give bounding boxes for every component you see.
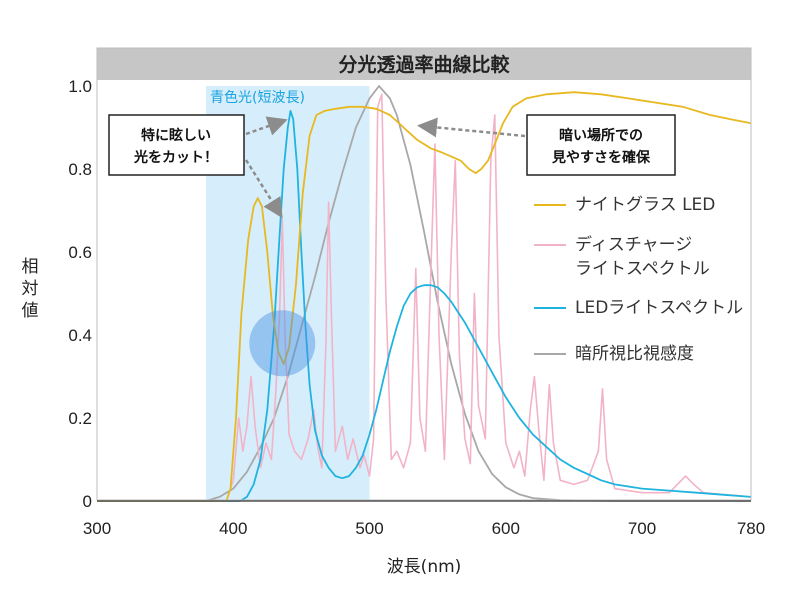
highlight-circle-layer — [249, 310, 316, 377]
series-line-1 — [97, 93, 752, 502]
y-tick-label: 0.4 — [68, 326, 92, 345]
callout-box-1 — [108, 114, 245, 176]
legend-label-2: LEDライトスペクトル — [575, 298, 743, 318]
callout-text-1: 特に眩しい — [141, 127, 211, 144]
callout-arrow-2 — [417, 117, 526, 138]
y-tick-label: 1.0 — [68, 77, 92, 96]
chart-title: 分光透過率曲線比較 — [338, 53, 510, 76]
y-tick-label: 0.8 — [68, 160, 92, 179]
title-bar — [97, 48, 751, 80]
x-axis-label: 波長(nm) — [387, 557, 462, 577]
callout-text-2: 見やすさを確保 — [551, 149, 651, 166]
y-axis-label-char: 対 — [22, 279, 39, 299]
x-tick-label: 600 — [492, 519, 520, 538]
y-tick-label: 0.6 — [68, 243, 92, 262]
highlight-circle — [249, 310, 316, 377]
tick-layer: 300 400 500 600 700 780 0 0.2 0.4 0.6 0.8 1.0 — [68, 77, 765, 538]
plot-frame — [96, 47, 752, 501]
callout-box-2 — [526, 114, 676, 176]
series-line-2 — [97, 110, 752, 502]
y-tick-label: 0 — [83, 492, 92, 511]
callout-arrow-1b — [244, 159, 283, 219]
legend-label-1: ライトスペクトル — [575, 259, 710, 279]
legend-label-1: ディスチャージ — [575, 234, 692, 255]
x-tick-label: 300 — [83, 519, 111, 538]
y-axis-label-char: 相 — [22, 257, 39, 277]
series-line-0 — [97, 91, 752, 502]
band-label: 青色光(短波長) — [210, 89, 305, 106]
y-axis-label: 相対値 — [22, 257, 39, 321]
legend-label-0: ナイトグラス LED — [575, 195, 715, 215]
callout-text-2: 暗い場所での — [559, 127, 643, 144]
callout-text-1: 光をカット！ — [133, 149, 218, 166]
y-axis-label-char: 値 — [22, 301, 39, 321]
legend-label-3: 暗所視比視感度 — [575, 344, 694, 364]
series-layer — [97, 85, 752, 502]
x-tick-label: 400 — [219, 519, 247, 538]
x-tick-label: 780 — [737, 519, 765, 538]
x-tick-label: 700 — [628, 519, 656, 538]
y-tick-label: 0.2 — [68, 409, 92, 428]
x-tick-label: 500 — [355, 519, 383, 538]
